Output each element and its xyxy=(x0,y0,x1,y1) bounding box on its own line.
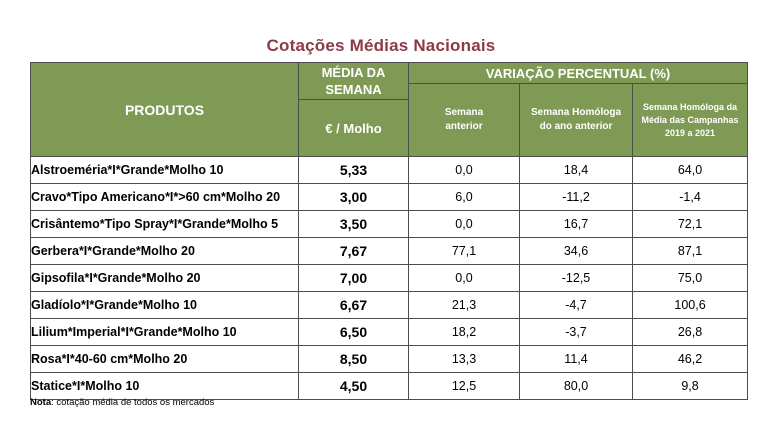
homolog-week-header: Semana Homóloga do ano anterior xyxy=(519,83,633,157)
price-cell: 5,33 xyxy=(298,156,409,184)
previous-week-cell: 13,3 xyxy=(408,345,520,373)
product-cell: Gladíolo*I*Grande*Molho 10 xyxy=(30,291,299,319)
table-row: Gerbera*I*Grande*Molho 20 7,67 77,1 34,6 87,… xyxy=(30,237,749,265)
previous-week-cell: 12,5 xyxy=(408,372,520,400)
homolog-week-line2: do ano anterior xyxy=(539,121,613,132)
previous-week-line2: anterior xyxy=(445,121,483,132)
product-cell: Gerbera*I*Grande*Molho 20 xyxy=(30,237,299,265)
product-cell: Lilium*Imperial*I*Grande*Molho 10 xyxy=(30,318,299,346)
price-cell: 3,50 xyxy=(298,210,409,238)
product-cell: Cravo*Tipo Americano*I*>60 cm*Molho 20 xyxy=(30,183,299,211)
price-cell: 8,50 xyxy=(298,345,409,373)
price-cell: 3,00 xyxy=(298,183,409,211)
campaign-average-cell: 9,8 xyxy=(631,372,749,400)
campaign-average-cell: 46,2 xyxy=(631,345,749,373)
campaign-average-line1: Semana Homóloga da xyxy=(643,101,738,112)
price-cell: 7,67 xyxy=(298,237,409,265)
table-row: Gladíolo*I*Grande*Molho 10 6,67 21,3 -4,7 10… xyxy=(30,291,749,319)
products-header: PRODUTOS xyxy=(30,62,299,157)
weekly-average-header: MÉDIA DA SEMANA xyxy=(298,62,409,100)
product-cell: Statice*I*Molho 10 xyxy=(30,372,299,400)
campaign-average-line2: Média das Campanhas xyxy=(641,114,739,125)
previous-week-cell: 21,3 xyxy=(408,291,520,319)
footnote-text: : cotação média de todos os mercados xyxy=(51,397,215,408)
price-cell: 4,50 xyxy=(298,372,409,400)
product-cell: Rosa*I*40-60 cm*Molho 20 xyxy=(30,345,299,373)
homolog-week-cell: 16,7 xyxy=(519,210,633,238)
previous-week-cell: 77,1 xyxy=(408,237,520,265)
previous-week-cell: 18,2 xyxy=(408,318,520,346)
product-cell: Crisântemo*Tipo Spray*I*Grande*Molho 5 xyxy=(30,210,299,238)
weekly-average-line1: MÉDIA DA xyxy=(321,65,386,80)
previous-week-cell: 0,0 xyxy=(408,264,520,292)
table-row: Cravo*Tipo Americano*I*>60 cm*Molho 20 3,… xyxy=(30,183,749,211)
percent-variation-header: VARIAÇÃO PERCENTUAL (%) xyxy=(407,62,749,84)
page-title: Cotações Médias Nacionais xyxy=(266,36,496,55)
product-cell: Alstroeméria*I*Grande*Molho 10 xyxy=(30,156,299,184)
homolog-week-cell: -11,2 xyxy=(519,183,633,211)
table-row: Gipsofila*I*Grande*Molho 20 7,00 0,0 -12,5 7… xyxy=(30,264,749,292)
campaign-average-cell: 75,0 xyxy=(631,264,749,292)
campaign-average-cell: 26,8 xyxy=(631,318,749,346)
campaign-average-header: Semana Homóloga da Média das Campanhas 2… xyxy=(631,83,749,157)
campaign-average-cell: 87,1 xyxy=(631,237,749,265)
homolog-week-cell: 18,4 xyxy=(519,156,633,184)
quotes-table: PRODUTOS MÉDIA DA SEMANA VARIAÇÃO PERCEN… xyxy=(30,62,749,400)
previous-week-cell: 0,0 xyxy=(408,156,520,184)
homolog-week-cell: -12,5 xyxy=(519,264,633,292)
campaign-average-cell: 64,0 xyxy=(631,156,749,184)
product-cell: Gipsofila*I*Grande*Molho 20 xyxy=(30,264,299,292)
campaign-average-cell: 100,6 xyxy=(631,291,749,319)
table-row: Crisântemo*Tipo Spray*I*Grande*Molho 5 3,… xyxy=(30,210,749,238)
price-cell: 6,50 xyxy=(298,318,409,346)
table-row: Statice*I*Molho 10 4,50 12,5 80,0 9,8 xyxy=(30,372,749,400)
price-cell: 6,67 xyxy=(298,291,409,319)
footnote-label: Nota xyxy=(30,397,52,408)
homolog-week-line1: Semana Homóloga xyxy=(530,107,622,118)
table-row: Alstroeméria*I*Grande*Molho 10 5,33 0,0 18,… xyxy=(30,156,749,184)
campaign-average-cell: 72,1 xyxy=(631,210,749,238)
table-row: Rosa*I*40-60 cm*Molho 20 8,50 13,3 11,4 46,2 xyxy=(30,345,749,373)
price-cell: 7,00 xyxy=(298,264,409,292)
homolog-week-cell: -3,7 xyxy=(519,318,633,346)
homolog-week-cell: -4,7 xyxy=(519,291,633,319)
unit-header: € / Molho xyxy=(298,99,409,157)
homolog-week-cell: 34,6 xyxy=(519,237,633,265)
homolog-week-cell: 11,4 xyxy=(519,345,633,373)
previous-week-header: Semana anterior xyxy=(408,83,520,157)
campaign-average-cell: -1,4 xyxy=(631,183,749,211)
previous-week-line1: Semana xyxy=(444,107,484,118)
table-body: Alstroeméria*I*Grande*Molho 10 5,33 0,0 18,… xyxy=(30,156,749,400)
previous-week-cell: 6,0 xyxy=(408,183,520,211)
homolog-week-cell: 80,0 xyxy=(519,372,633,400)
table-row: Lilium*Imperial*I*Grande*Molho 10 6,50 18,… xyxy=(30,318,749,346)
campaign-average-line3: 2019 a 2021 xyxy=(664,127,716,138)
weekly-average-line2: SEMANA xyxy=(325,82,382,97)
previous-week-cell: 0,0 xyxy=(408,210,520,238)
footnote: Nota: cotação média de todos os mercados xyxy=(30,397,214,408)
